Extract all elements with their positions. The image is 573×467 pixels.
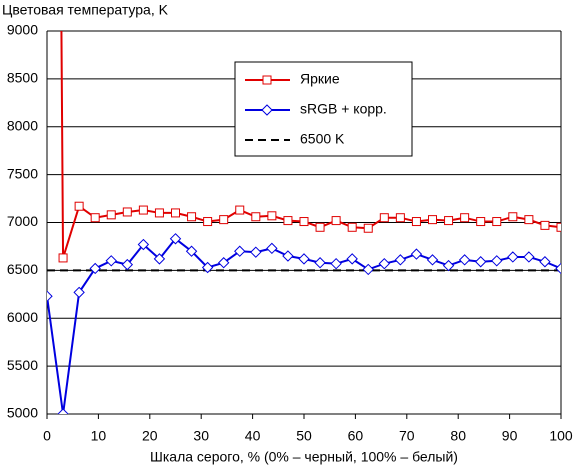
y-tick-label: 9000: [7, 22, 38, 38]
marker: [539, 256, 551, 268]
marker: [523, 251, 535, 263]
marker: [90, 213, 100, 223]
marker: [187, 212, 197, 222]
marker: [154, 208, 164, 218]
marker: [251, 212, 261, 222]
marker: [444, 216, 454, 226]
marker: [442, 259, 455, 272]
y-tick-label: 7000: [7, 213, 38, 229]
marker: [266, 242, 278, 255]
marker: [524, 215, 534, 225]
marker: [171, 208, 180, 218]
x-tick-label: 90: [502, 428, 518, 444]
x-axis-label: Шкала серого, % (0% – черный, 100% – бел…: [150, 449, 458, 465]
marker: [426, 254, 439, 266]
marker: [106, 210, 116, 220]
marker: [153, 253, 166, 265]
marker: [540, 220, 550, 230]
marker: [138, 205, 148, 215]
marker: [315, 222, 325, 232]
marker: [235, 205, 245, 215]
x-tick-label: 30: [193, 428, 209, 444]
marker: [203, 217, 213, 227]
marker: [267, 211, 277, 221]
marker: [219, 215, 229, 225]
marker: [298, 253, 310, 265]
marker: [201, 261, 214, 274]
marker: [492, 217, 502, 227]
legend-label: 6500 K: [300, 131, 345, 147]
marker: [378, 257, 391, 270]
legend-label: Яркие: [300, 71, 340, 87]
marker: [185, 245, 198, 257]
x-tick-label: 20: [142, 428, 158, 444]
y-tick-label: 6500: [7, 261, 38, 277]
y-tick-label: 5500: [7, 357, 38, 373]
marker: [410, 248, 423, 260]
legend-label: sRGB + корр.: [300, 101, 387, 117]
marker: [507, 251, 519, 263]
marker: [346, 253, 358, 265]
marker: [491, 255, 503, 267]
marker: [250, 246, 262, 258]
marker: [122, 207, 132, 217]
x-tick-label: 40: [245, 428, 261, 444]
marker: [74, 201, 84, 211]
marker: [395, 213, 405, 223]
x-tick-label: 50: [296, 428, 312, 444]
marker: [261, 104, 273, 116]
marker: [314, 257, 326, 269]
chart-title: Цветовая температура, K: [2, 2, 169, 18]
marker: [47, 290, 53, 302]
marker: [137, 238, 150, 251]
marker: [428, 215, 437, 225]
marker: [411, 217, 421, 227]
y-tick-label: 8500: [7, 70, 38, 86]
marker: [460, 213, 470, 223]
marker: [331, 216, 341, 226]
x-tick-label: 0: [43, 428, 51, 444]
marker: [121, 258, 134, 271]
marker: [330, 257, 342, 270]
x-tick-label: 70: [399, 428, 415, 444]
plot: [47, 31, 561, 414]
marker: [73, 286, 85, 299]
marker: [234, 245, 246, 257]
marker: [508, 212, 518, 222]
y-tick-label: 5000: [7, 405, 38, 421]
y-tick-label: 8000: [7, 117, 38, 133]
marker: [347, 222, 357, 232]
x-tick-label: 10: [91, 428, 107, 444]
x-tick-label: 60: [348, 428, 364, 444]
marker: [362, 263, 374, 276]
marker: [58, 253, 68, 263]
marker: [458, 254, 471, 266]
marker: [282, 250, 294, 262]
marker: [283, 216, 293, 226]
marker: [105, 255, 117, 267]
marker: [299, 217, 309, 227]
y-tick-label: 7500: [7, 165, 38, 181]
x-tick-label: 100: [549, 428, 573, 444]
x-tick-label: 80: [450, 428, 466, 444]
marker: [394, 254, 407, 266]
marker: [556, 222, 561, 232]
y-tick-label: 6000: [7, 309, 38, 325]
marker: [474, 256, 487, 268]
marker: [89, 262, 101, 275]
marker: [217, 257, 230, 269]
marker: [57, 408, 69, 414]
marker: [262, 75, 272, 85]
marker: [379, 213, 389, 223]
marker: [476, 217, 486, 227]
marker: [555, 262, 561, 275]
marker: [363, 223, 373, 233]
marker: [169, 233, 182, 245]
